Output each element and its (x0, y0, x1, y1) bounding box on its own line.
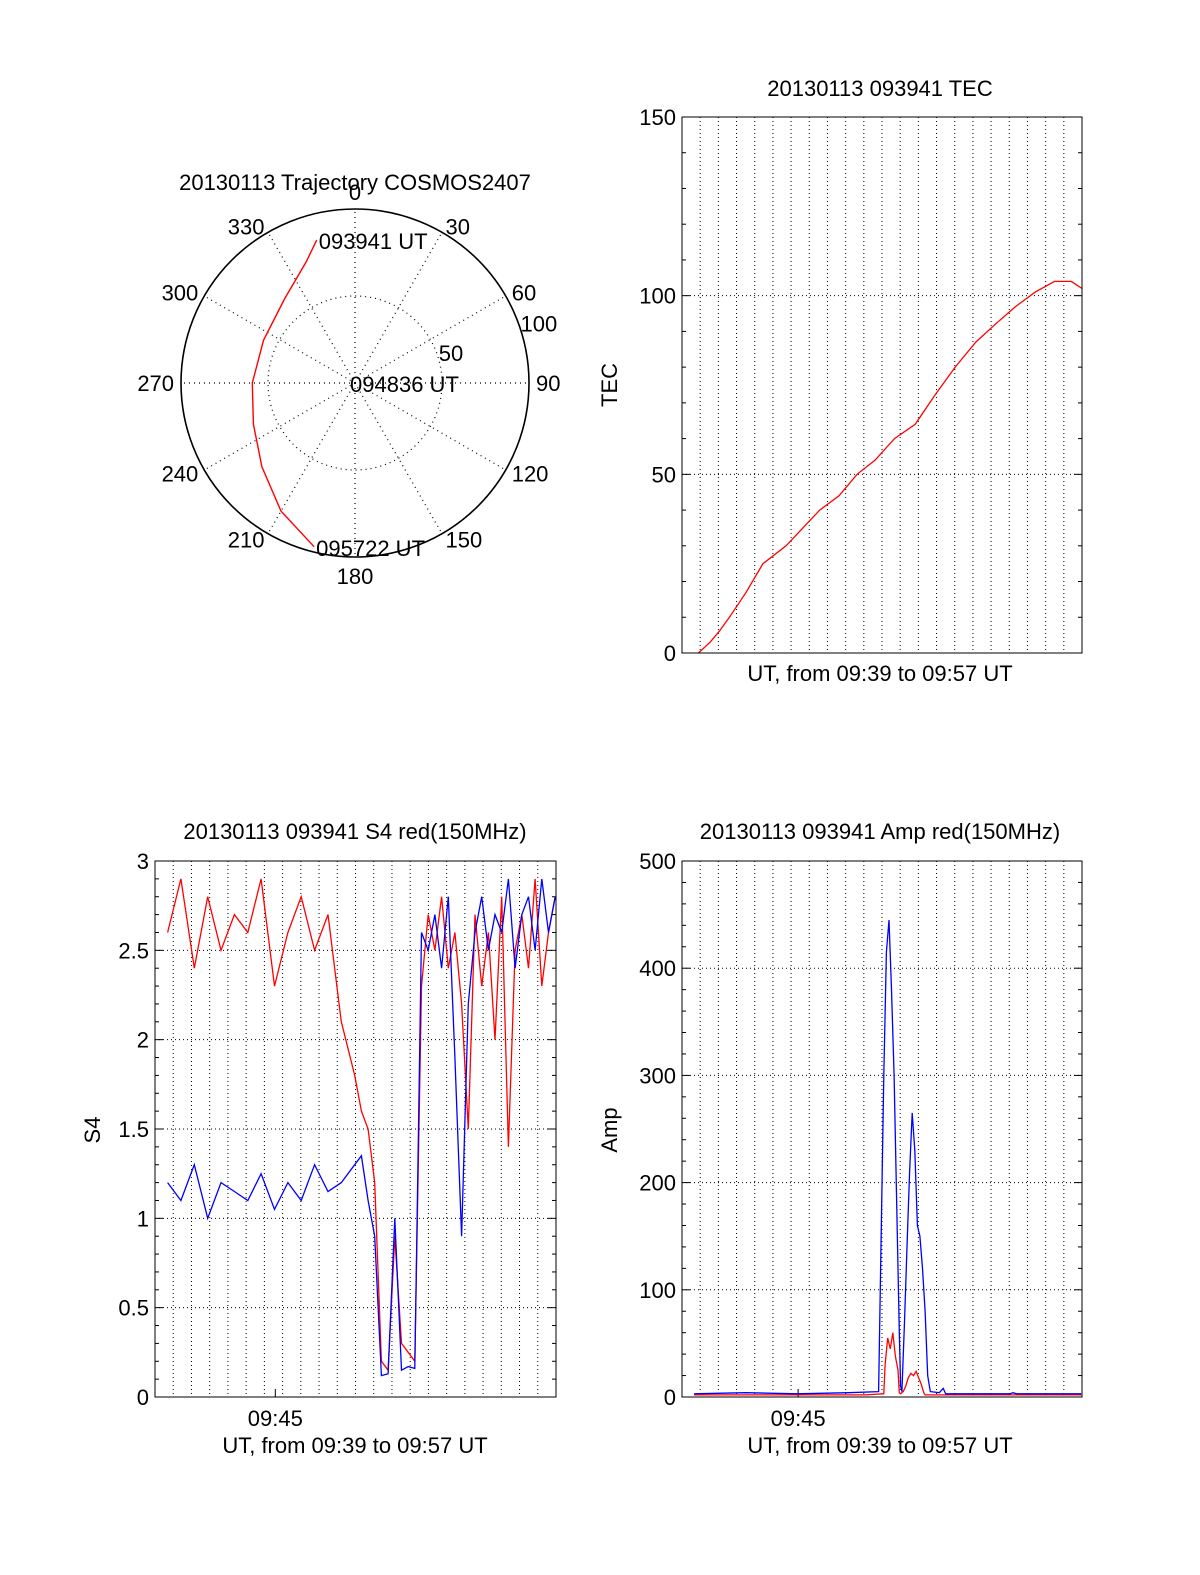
trajectory-title: 20130113 Trajectory COSMOS2407 (179, 170, 531, 195)
tec-title: 20130113 093941 TEC (767, 76, 993, 101)
amp-plot-frame (681, 860, 1083, 1398)
s4-xlabel: UT, from 09:39 to 09:57 UT (222, 1433, 487, 1458)
s4-ytick-label: 3 (137, 849, 149, 874)
s4-ylabel: S4 (80, 1117, 105, 1144)
traj-angle-label: 0 (349, 180, 361, 205)
traj-angle-label: 240 (162, 461, 199, 486)
s4-ytick-label: 0.5 (118, 1296, 149, 1321)
amp-chart: 20130113 093941 Amp red(150MHz) UT, from… (597, 819, 1083, 1458)
traj-spoke (204, 295, 356, 384)
traj-angle-label: 60 (512, 281, 536, 306)
traj-spoke (354, 295, 506, 384)
s4-ytick-label: 1 (137, 1206, 149, 1231)
s4-chart: 20130113 093941 S4 red(150MHz) UT, from … (80, 819, 557, 1458)
s4-ytick-label: 1.5 (118, 1117, 149, 1142)
s4-series-blue-line (167, 878, 556, 1377)
amp-ytick-label: 0 (664, 1385, 676, 1410)
s4-xtick-label: 09:45 (248, 1406, 303, 1431)
amp-ylabel: Amp (597, 1107, 622, 1152)
traj-spoke (267, 232, 356, 384)
traj-radial-ring (267, 295, 443, 471)
traj-angle-label: 90 (536, 371, 560, 396)
tec-plot-frame (681, 116, 1083, 654)
traj-time-annotation: 094836 UT (350, 372, 459, 397)
traj-angle-label: 270 (137, 371, 174, 396)
tec-xlabel: UT, from 09:39 to 09:57 UT (747, 661, 1012, 686)
amp-series-blue-line (694, 919, 1082, 1395)
traj-spoke (267, 382, 356, 534)
traj-outer-circle (180, 208, 530, 558)
traj-radial-label: 100 (521, 311, 558, 336)
s4-series-red-line (166, 878, 556, 1373)
amp-ytick-label: 400 (639, 956, 676, 981)
s4-ytick-label: 2.5 (118, 938, 149, 963)
traj-angle-label: 120 (512, 461, 549, 486)
tec-series-red-line (697, 280, 1083, 654)
tec-ylabel: TEC (597, 363, 622, 407)
traj-time-annotation: 093941 UT (319, 229, 428, 254)
traj-time-annotation: 095722 UT (316, 536, 425, 561)
traj-path-line (251, 239, 318, 548)
traj-spoke (354, 382, 443, 534)
traj-angle-label: 300 (162, 281, 199, 306)
traj-angle-label: 210 (228, 528, 265, 553)
amp-ytick-label: 100 (639, 1278, 676, 1303)
tec-ytick-label: 100 (639, 284, 676, 309)
amp-ytick-label: 300 (639, 1063, 676, 1088)
traj-angle-label: 180 (337, 564, 374, 589)
amp-xlabel: UT, from 09:39 to 09:57 UT (747, 1433, 1012, 1458)
s4-title: 20130113 093941 S4 red(150MHz) (183, 819, 526, 844)
traj-spoke (354, 382, 506, 471)
amp-title: 20130113 093941 Amp red(150MHz) (700, 819, 1060, 844)
trajectory-polar-chart: 20130113 Trajectory COSMOS2407 0 30 60 90 12… (137, 170, 560, 589)
amp-series-red-line (694, 1332, 1082, 1396)
amp-xtick-label: 09:45 (771, 1406, 826, 1431)
traj-angle-label: 330 (228, 214, 265, 239)
traj-spoke (354, 232, 443, 384)
s4-ytick-label: 0 (137, 1385, 149, 1410)
amp-ytick-label: 500 (639, 849, 676, 874)
amp-ytick-label: 200 (639, 1171, 676, 1196)
traj-radial-label: 50 (439, 341, 463, 366)
tec-ytick-label: 0 (664, 641, 676, 666)
tec-ytick-label: 150 (639, 105, 676, 130)
traj-angle-label: 30 (445, 214, 469, 239)
s4-plot-frame (154, 860, 557, 1398)
tec-ytick-label: 50 (652, 462, 676, 487)
s4-ytick-label: 2 (137, 1028, 149, 1053)
tec-chart: 20130113 093941 TEC UT, from 09:39 to 09… (597, 76, 1083, 686)
traj-spoke (204, 382, 356, 471)
traj-angle-label: 150 (445, 528, 482, 553)
